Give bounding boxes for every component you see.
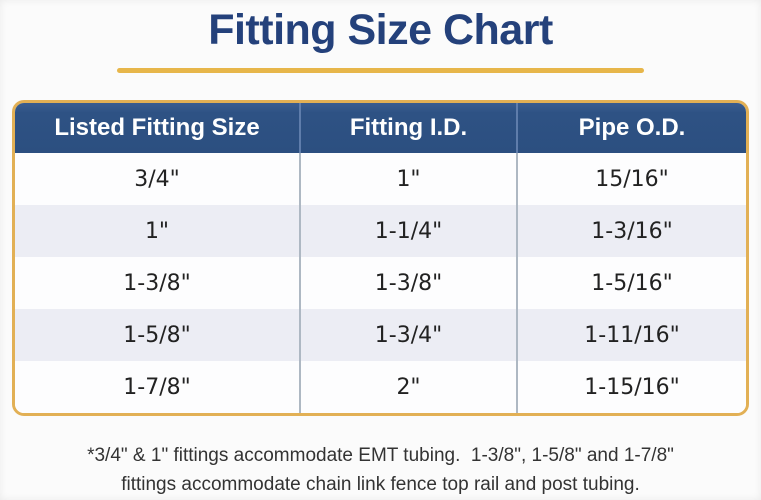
title-underline <box>117 68 644 73</box>
table-row: 3/4" 1" 15/16" <box>15 153 746 205</box>
table-cell: 1-11/16" <box>516 309 746 361</box>
table-cell: 1-1/4" <box>299 205 517 257</box>
table-row: 1-5/8" 1-3/4" 1-11/16" <box>15 309 746 361</box>
footnote: *3/4" & 1" fittings accommodate EMT tubi… <box>0 441 761 500</box>
page-title: Fitting Size Chart <box>208 6 553 54</box>
table-cell: 1-7/8" <box>15 361 300 413</box>
fitting-size-table: Listed Fitting Size Fitting I.D. Pipe O.… <box>15 103 746 413</box>
fitting-size-table-frame: Listed Fitting Size Fitting I.D. Pipe O.… <box>12 100 749 416</box>
table-row: 1-3/8" 1-3/8" 1-5/16" <box>15 257 746 309</box>
table-row: 1-7/8" 2" 1-15/16" <box>15 361 746 413</box>
table-cell: 1-3/8" <box>299 257 517 309</box>
column-header-listed-fitting-size: Listed Fitting Size <box>15 103 300 153</box>
table-cell: 1" <box>299 153 517 205</box>
table-cell: 3/4" <box>15 153 300 205</box>
table-cell: 1-15/16" <box>516 361 746 413</box>
table-cell: 1-3/8" <box>15 257 300 309</box>
table-cell: 1-3/4" <box>299 309 517 361</box>
table-cell: 1-3/16" <box>516 205 746 257</box>
table-cell: 1" <box>15 205 300 257</box>
table-row: 1" 1-1/4" 1-3/16" <box>15 205 746 257</box>
table-cell: 2" <box>299 361 517 413</box>
table-cell: 15/16" <box>516 153 746 205</box>
table-cell: 1-5/8" <box>15 309 300 361</box>
column-header-pipe-od: Pipe O.D. <box>516 103 746 153</box>
table-cell: 1-5/16" <box>516 257 746 309</box>
footnote-line-1: *3/4" & 1" fittings accommodate EMT tubi… <box>87 445 674 466</box>
footnote-line-2: fittings accommodate chain link fence to… <box>121 474 640 496</box>
table-header-row: Listed Fitting Size Fitting I.D. Pipe O.… <box>15 103 746 153</box>
column-header-fitting-id: Fitting I.D. <box>299 103 517 153</box>
